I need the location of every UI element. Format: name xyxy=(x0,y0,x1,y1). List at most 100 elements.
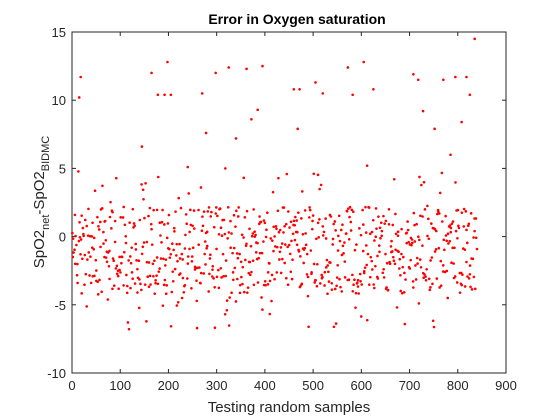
data-point xyxy=(151,262,155,266)
data-point xyxy=(90,235,94,238)
data-point xyxy=(149,283,152,286)
data-point xyxy=(312,262,316,266)
data-point xyxy=(430,256,434,259)
data-point xyxy=(173,267,177,271)
data-point xyxy=(321,234,325,237)
data-point xyxy=(100,290,104,294)
data-point xyxy=(391,223,395,227)
data-point xyxy=(419,266,423,269)
data-point xyxy=(288,252,292,256)
data-point xyxy=(337,234,340,238)
data-point xyxy=(248,227,251,231)
data-point xyxy=(158,267,161,270)
data-point xyxy=(147,261,151,264)
data-point xyxy=(190,286,193,290)
data-point xyxy=(98,278,101,282)
data-point xyxy=(251,259,255,263)
data-point xyxy=(131,277,134,281)
data-point xyxy=(75,243,78,247)
data-point xyxy=(169,93,173,97)
data-point xyxy=(428,288,432,292)
data-point xyxy=(152,208,155,212)
data-point xyxy=(297,250,301,253)
data-point xyxy=(323,270,327,274)
data-point xyxy=(380,234,384,238)
data-point xyxy=(403,271,406,275)
data-point xyxy=(92,236,96,240)
data-point xyxy=(286,283,290,286)
data-point xyxy=(410,243,413,247)
data-point xyxy=(93,189,97,192)
data-point xyxy=(72,251,75,254)
data-point xyxy=(140,252,144,256)
data-point xyxy=(458,291,462,294)
data-point xyxy=(278,228,282,232)
data-point xyxy=(331,243,334,246)
data-point xyxy=(218,207,222,210)
data-point xyxy=(169,252,173,256)
data-point xyxy=(424,275,427,278)
data-point xyxy=(85,305,89,308)
data-point xyxy=(146,275,150,278)
data-point xyxy=(89,281,93,285)
data-point xyxy=(421,109,425,113)
data-point xyxy=(284,222,288,226)
data-point xyxy=(417,235,420,238)
data-point xyxy=(274,225,278,228)
data-point xyxy=(179,272,182,275)
data-point xyxy=(138,218,142,222)
data-point xyxy=(227,231,231,234)
data-point xyxy=(181,276,185,280)
data-point xyxy=(347,278,351,282)
y-tick-label: 10 xyxy=(52,93,66,108)
data-point xyxy=(144,182,147,185)
y-tick-label: -10 xyxy=(47,366,66,381)
data-point xyxy=(291,258,294,262)
data-point xyxy=(240,275,243,279)
data-point xyxy=(156,93,160,97)
data-point xyxy=(357,292,361,295)
data-point xyxy=(97,225,100,228)
data-point xyxy=(468,93,472,97)
data-point xyxy=(275,227,278,231)
data-point xyxy=(347,207,350,210)
data-point xyxy=(449,153,452,157)
data-point xyxy=(82,234,85,238)
data-point xyxy=(142,241,146,244)
data-point xyxy=(444,234,448,237)
data-point xyxy=(195,326,199,330)
data-point xyxy=(444,214,447,218)
data-point xyxy=(453,246,456,250)
data-point xyxy=(413,223,416,227)
data-point xyxy=(71,237,75,240)
data-point xyxy=(222,218,226,222)
data-point xyxy=(442,78,445,82)
data-point xyxy=(418,175,421,179)
data-point xyxy=(406,228,410,232)
data-point xyxy=(321,225,325,228)
data-point xyxy=(179,206,183,210)
data-point xyxy=(126,321,130,324)
data-point xyxy=(327,270,330,274)
data-point xyxy=(89,255,92,258)
data-point xyxy=(465,260,468,264)
data-point xyxy=(262,219,266,222)
data-point xyxy=(118,255,121,259)
data-point xyxy=(187,192,191,195)
y-tick-label: 15 xyxy=(52,25,66,40)
data-point xyxy=(122,205,125,209)
data-point xyxy=(324,217,327,220)
data-point xyxy=(330,288,334,291)
data-point xyxy=(209,253,212,256)
data-point xyxy=(232,278,235,282)
data-point xyxy=(108,215,112,219)
data-point xyxy=(343,260,347,263)
data-point xyxy=(339,285,342,289)
data-point xyxy=(411,280,415,283)
data-point xyxy=(417,302,421,305)
data-point xyxy=(242,176,246,180)
data-point xyxy=(123,223,127,227)
data-point xyxy=(264,283,267,287)
data-point xyxy=(166,60,169,64)
data-point xyxy=(232,213,236,217)
